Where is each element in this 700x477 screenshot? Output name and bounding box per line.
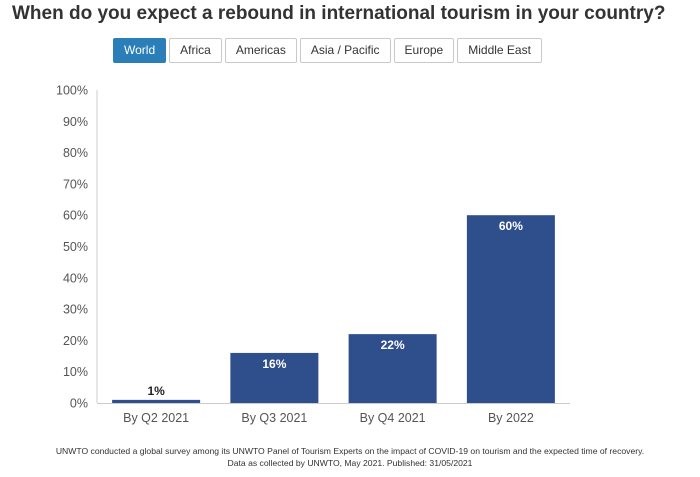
y-tick-label: 80% <box>63 146 88 160</box>
x-tick-label: By 2022 <box>488 411 534 425</box>
data-label: 22% <box>381 338 405 352</box>
region-tabs: World Africa Americas Asia / Pacific Eur… <box>113 38 542 63</box>
y-tick-label: 20% <box>63 334 88 348</box>
bar-4 <box>466 215 555 403</box>
x-tick-label: By Q2 2021 <box>123 411 189 425</box>
footnote-published: Data as collected by UNWTO, May 2021. Pu… <box>227 458 473 468</box>
tab-africa[interactable]: Africa <box>169 38 222 63</box>
x-tick-label: By Q3 2021 <box>241 411 307 425</box>
data-label: 16% <box>262 357 286 371</box>
data-label: 60% <box>499 219 523 233</box>
bar-3 <box>348 334 437 403</box>
chart-title: When do you expect a rebound in internat… <box>12 3 666 24</box>
y-tick-label: 100% <box>56 84 88 98</box>
tab-americas[interactable]: Americas <box>224 38 297 63</box>
footnote-survey: UNWTO conducted a global survey among it… <box>55 446 645 456</box>
y-tick-label: 0% <box>70 397 88 411</box>
tab-europe[interactable]: Europe <box>393 38 455 63</box>
y-tick-label: 90% <box>63 115 88 129</box>
y-tick-label: 50% <box>63 240 88 254</box>
y-tick-label: 10% <box>63 365 88 379</box>
tab-asia-pacific[interactable]: Asia / Pacific <box>299 38 391 63</box>
data-label: 1% <box>147 384 165 398</box>
y-tick-label: 70% <box>63 177 88 191</box>
tab-middle-east[interactable]: Middle East <box>457 38 542 63</box>
tab-world[interactable]: World <box>113 38 167 63</box>
x-tick-label: By Q4 2021 <box>360 411 426 425</box>
y-tick-label: 30% <box>63 303 88 317</box>
y-tick-label: 60% <box>63 209 88 223</box>
y-tick-label: 40% <box>63 271 88 285</box>
bar-2 <box>230 352 319 403</box>
bar-1 <box>112 399 201 403</box>
